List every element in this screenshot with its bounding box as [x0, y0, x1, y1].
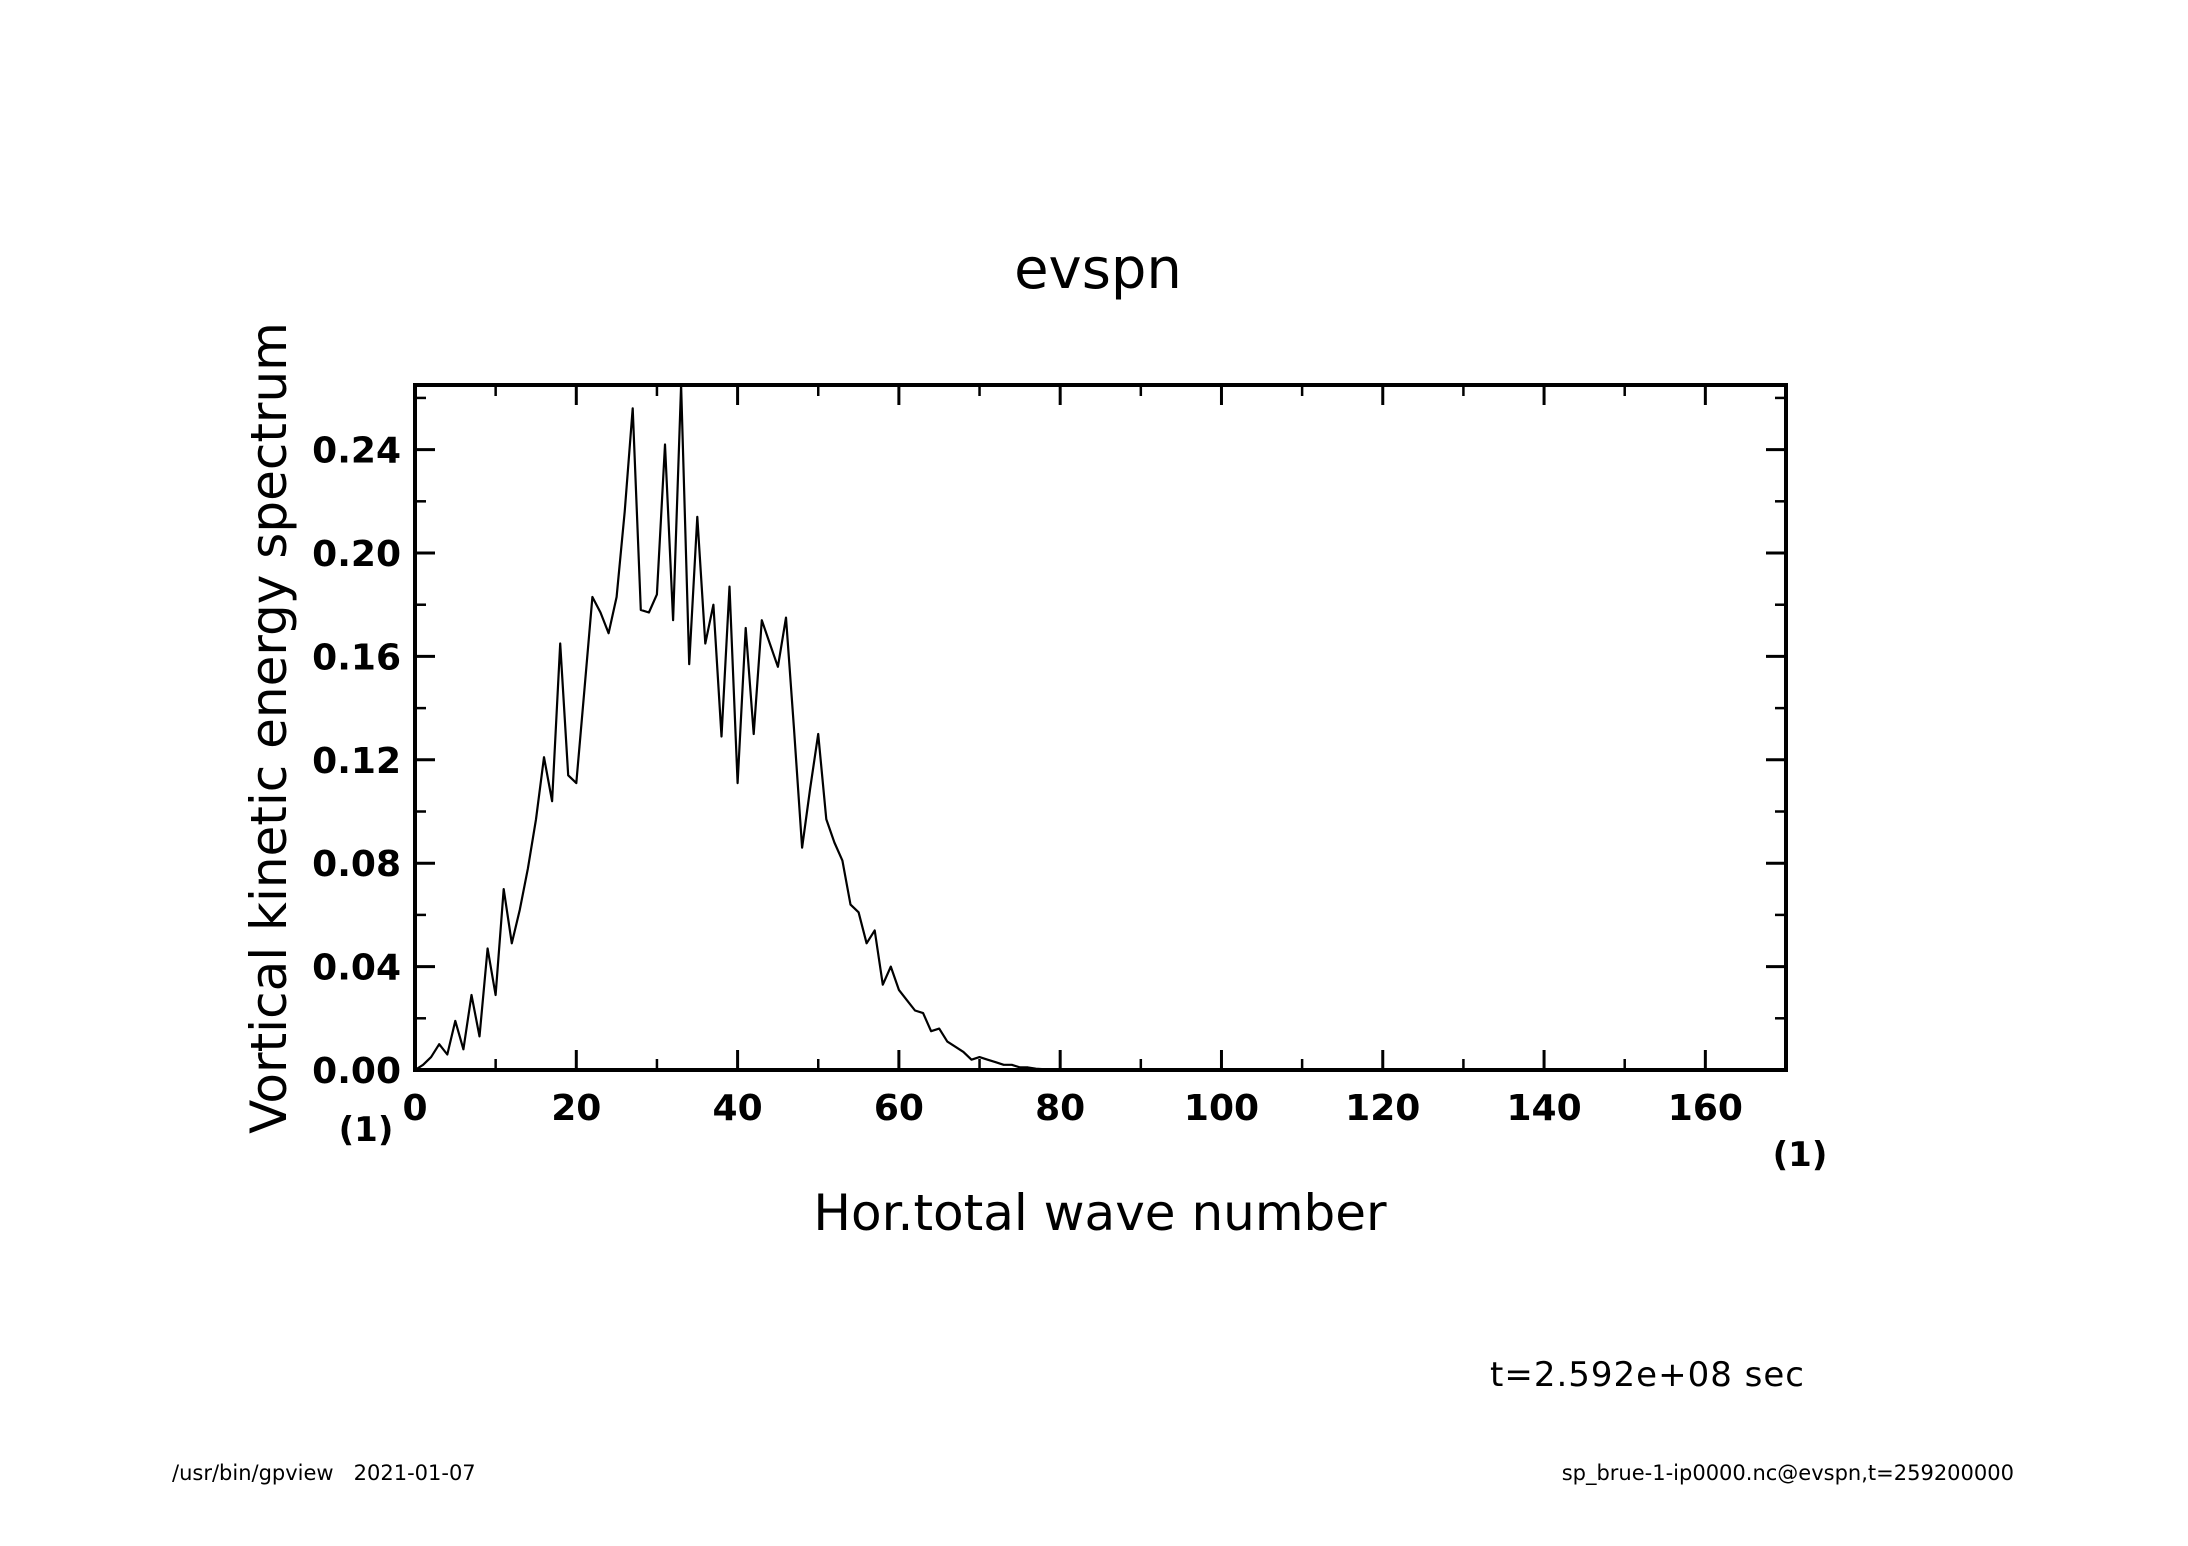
y-tick-label: 0.08 [312, 844, 401, 885]
series-line [414, 383, 1786, 1072]
y-tick-labels: 0.00 0.04 0.08 0.12 0.16 0.20 0.24 [312, 431, 401, 1092]
x-tick-label: 0 [402, 1088, 427, 1129]
y-tick-label: 0.12 [312, 741, 401, 782]
y-unit-label: (1) [339, 1110, 394, 1150]
time-label: t=2.592e+08 sec [1490, 1355, 1805, 1395]
y-tick-label: 0.16 [312, 637, 401, 678]
y-tick-label: 0.24 [312, 431, 401, 472]
x-tick-label: 40 [713, 1088, 763, 1129]
y-axis-label: Vortical kinetic energy spectrum [240, 322, 298, 1134]
x-unit-label: (1) [1773, 1135, 1828, 1175]
y-tick-label: 0.04 [312, 948, 401, 989]
plot-frame [413, 383, 1788, 1072]
x-tick-label: 140 [1506, 1088, 1581, 1129]
x-tick-labels: 0 20 40 60 80 100 120 140 160 [402, 1088, 1742, 1129]
y-tick-label: 0.20 [312, 534, 401, 575]
y-tick-label: 0.00 [312, 1051, 401, 1092]
footer-left: /usr/bin/gpview 2021-01-07 [172, 1461, 476, 1485]
x-tick-label: 160 [1668, 1088, 1743, 1129]
x-tick-label: 60 [874, 1088, 924, 1129]
x-axis-label: Hor.total wave number [813, 1184, 1387, 1242]
footer-right: sp_brue-1-ip0000.nc@evspn,t=259200000 [1562, 1461, 2014, 1486]
x-tick-label: 80 [1035, 1088, 1085, 1129]
x-tick-label: 100 [1184, 1088, 1259, 1129]
axis-ticks [413, 385, 1786, 1072]
x-tick-label: 120 [1345, 1088, 1420, 1129]
chart-title: evspn [1014, 237, 1182, 302]
x-tick-label: 20 [551, 1088, 601, 1129]
